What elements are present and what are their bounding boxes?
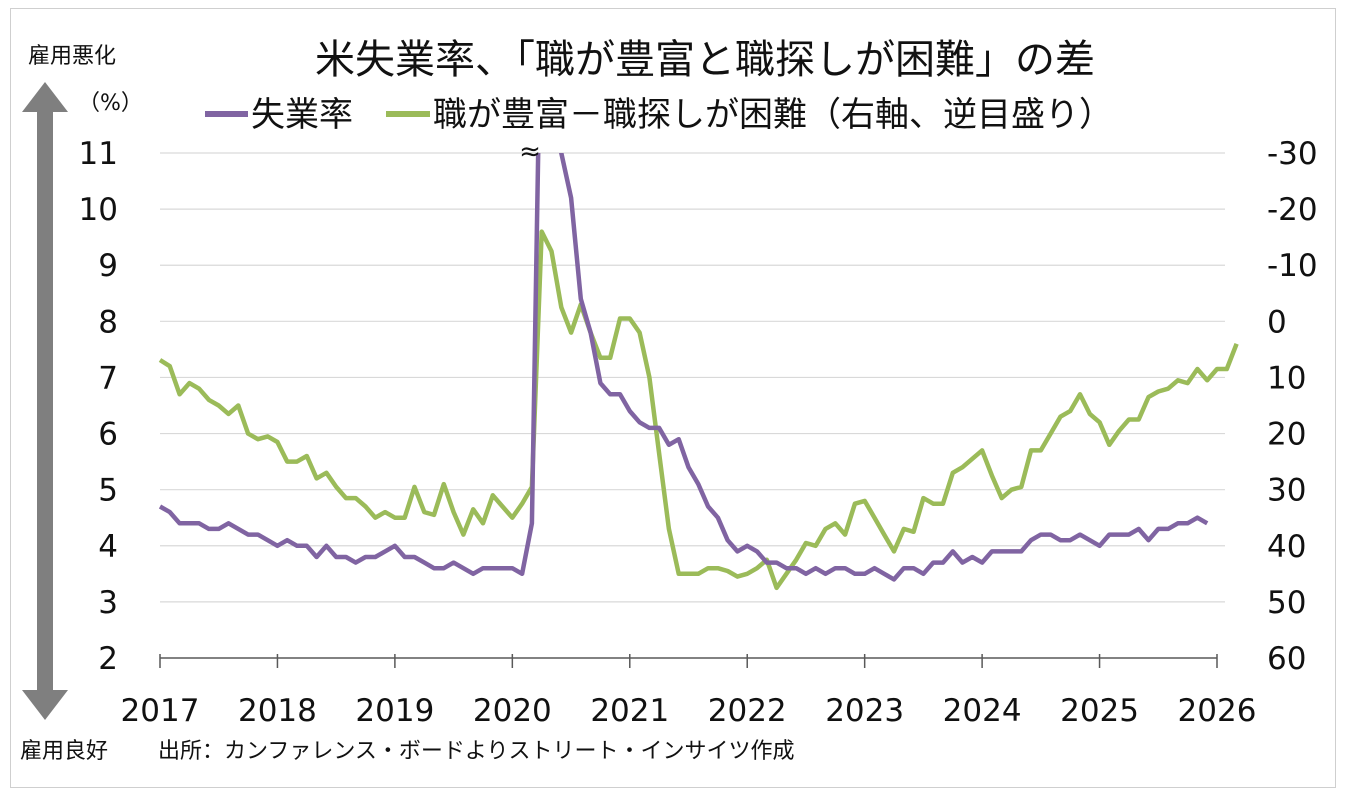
legend-label-labor-differential: 職が豊富－職探しが困難（右軸、逆目盛り） <box>433 95 1113 135</box>
x-tick-label: 2018 <box>238 693 317 729</box>
right-tick-label: 50 <box>1267 585 1306 621</box>
right-tick-label: -10 <box>1267 248 1318 284</box>
x-tick-label: 2023 <box>825 693 904 729</box>
axes <box>159 654 1218 668</box>
left-tick-label: 2 <box>98 641 118 677</box>
left-tick-label: 8 <box>98 304 118 340</box>
x-tick-label: 2020 <box>473 693 552 729</box>
series-line-labor-differential <box>158 229 1239 591</box>
source-note: 出所：カンファレンス・ボードよりストリート・インサイツ作成 <box>158 739 794 764</box>
right-tick-label: -30 <box>1267 136 1318 172</box>
left-tick-label: 9 <box>98 248 118 284</box>
left-tick-label: 5 <box>98 473 118 509</box>
x-tick-label: 2021 <box>590 693 669 729</box>
axis-break-mark: ≈ <box>519 137 541 167</box>
right-tick-label: 20 <box>1267 417 1306 453</box>
right-tick-label: 40 <box>1267 529 1306 565</box>
label-unit-percent: （%） <box>78 91 143 116</box>
left-tick-label: 10 <box>79 192 118 228</box>
x-tick-label: 2019 <box>355 693 434 729</box>
left-tick-label: 7 <box>98 360 118 396</box>
x-axis-ticks: 2017 2018 2019 2020 2021 2022 2023 2024 2025 2026 <box>121 693 1257 729</box>
left-tick-label: 3 <box>98 585 118 621</box>
right-tick-label: 60 <box>1267 641 1306 677</box>
x-tick-label: 2026 <box>1178 693 1257 729</box>
label-employment-worse: 雇用悪化 <box>28 44 116 69</box>
left-axis-ticks: 11 10 9 8 7 6 5 4 3 2 <box>79 136 118 677</box>
left-tick-label: 11 <box>79 136 118 172</box>
employment-direction-arrow-icon <box>22 82 68 720</box>
right-tick-label: 30 <box>1267 473 1306 509</box>
gridlines <box>160 152 1225 603</box>
chart-frame <box>10 8 1336 788</box>
right-axis-ticks: -30 -20 -10 0 10 20 30 40 50 60 <box>1267 136 1318 677</box>
right-tick-label: -20 <box>1267 192 1318 228</box>
x-tick-label: 2022 <box>708 693 787 729</box>
x-tick-label: 2024 <box>943 693 1022 729</box>
chart-title: 米失業率、「職が豊富と職探しが困難」の差 <box>315 37 1095 83</box>
right-tick-label: 0 <box>1267 304 1287 340</box>
left-tick-label: 6 <box>98 417 118 453</box>
x-tick-label: 2025 <box>1060 693 1139 729</box>
right-tick-label: 10 <box>1267 360 1306 396</box>
series-line-unemployment <box>158 153 1209 582</box>
label-employment-good: 雇用良好 <box>20 739 108 764</box>
legend-label-unemployment: 失業率 <box>251 95 353 135</box>
x-tick-label: 2017 <box>121 693 200 729</box>
legend: 失業率 職が豊富－職探しが困難（右軸、逆目盛り） <box>205 95 1113 135</box>
left-tick-label: 4 <box>98 529 118 565</box>
